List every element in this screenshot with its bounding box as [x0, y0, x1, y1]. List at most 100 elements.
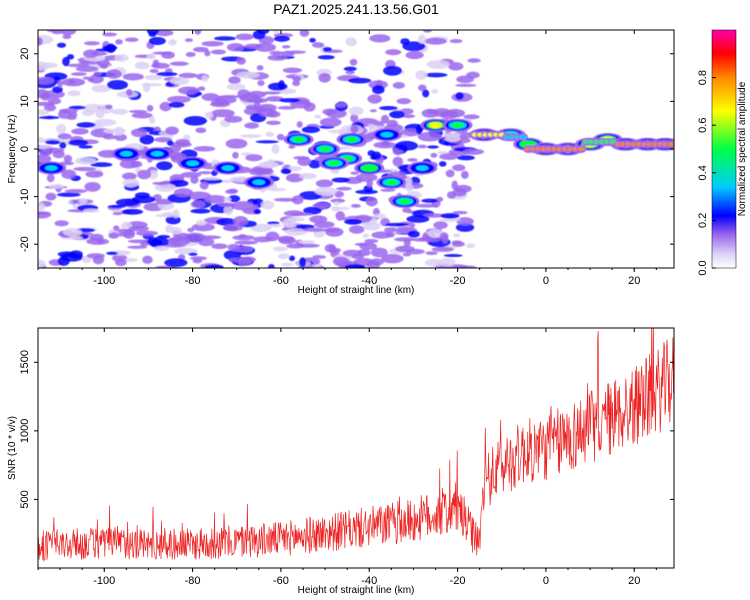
spectrogram-cell [175, 138, 190, 146]
spectrogram-cell [38, 109, 50, 116]
spectrogram-cell [81, 109, 95, 116]
spectrogram-cell [38, 61, 50, 71]
spectrogram-cell [59, 141, 67, 149]
spectrogram-cell [124, 258, 138, 263]
spectrogram-cell [94, 118, 117, 126]
spectrogram-cell [61, 169, 77, 180]
spectrogram-cell [78, 198, 88, 204]
spectrogram-cell [291, 195, 304, 205]
spectrogram-cell [278, 80, 285, 90]
spectrogram-cell [415, 124, 423, 135]
spectrogram-cell [233, 216, 249, 227]
x-tick-label: -60 [273, 575, 289, 587]
spectrogram-cell [45, 192, 57, 201]
spectrogram-cell [190, 200, 206, 209]
spectrogram-cell [38, 211, 51, 215]
spectrogram-cell [344, 264, 366, 268]
y-tick-label: 20 [19, 48, 31, 60]
spectrogram-cell [250, 223, 272, 233]
spectrogram-cell [319, 117, 342, 127]
spectrogram-cell [38, 89, 49, 99]
spectrogram-cell [299, 172, 317, 180]
spectrogram-x-axis: -100 -80 -60 -40 -20 0 20 [37, 30, 657, 287]
spectrogram-cell [122, 172, 137, 180]
spectrogram-cell [111, 209, 124, 213]
spectrogram-cell [278, 98, 301, 103]
spectrogram-cell [155, 213, 176, 218]
spectrogram-x-label: Height of straight line (km) [298, 285, 415, 296]
spectrogram-cell [62, 34, 72, 40]
spectrogram-cell [67, 90, 81, 97]
spectrogram-y-axis: -20 -10 0 10 20 [19, 48, 674, 252]
spectrogram-cell [268, 263, 275, 268]
spectrogram-cell [245, 154, 263, 162]
spectrogram-cell [273, 35, 290, 42]
spectrogram-cell [107, 204, 126, 208]
spectrogram-cell [443, 132, 461, 138]
spectrogram-cell [52, 86, 63, 94]
spectrogram-cell [122, 73, 144, 81]
spectrogram-cell [113, 225, 120, 231]
spectrogram-cell [235, 33, 254, 41]
spectrogram-cell [253, 209, 261, 215]
spectrogram-cell [255, 140, 279, 144]
spectrogram-cell [288, 145, 296, 149]
x-tick-label: -100 [93, 575, 115, 587]
spectrogram-cell [433, 221, 448, 230]
spectrogram-cell [371, 151, 382, 160]
spectrogram-cell [266, 120, 281, 125]
colorbar-gradient [711, 29, 737, 269]
spectrogram-cell [38, 37, 43, 46]
spectrogram-cell [124, 37, 139, 42]
spectrogram-cell [330, 198, 346, 203]
spectrogram-cell [87, 77, 94, 82]
spectrogram-cell [149, 116, 156, 124]
spectrogram-cell [170, 226, 183, 235]
spectrogram-cell [401, 114, 416, 119]
spectrogram-cell [56, 123, 67, 134]
spectrogram-cell [269, 50, 284, 56]
spectrogram-cell [370, 247, 388, 258]
spectrogram-cell [372, 213, 387, 219]
spectrogram-cell [190, 208, 211, 214]
spectrogram-cell [440, 213, 460, 219]
spectrogram-cell [455, 92, 464, 100]
spectrogram-cell [191, 223, 215, 232]
colorbar-tick-label: 0.8 [697, 70, 709, 85]
spectrogram-cell [369, 34, 391, 43]
spectrogram-cell [38, 202, 46, 212]
spectrogram-cell [192, 258, 203, 264]
spectrogram-ridge-cell [44, 165, 58, 171]
spectrogram-cell [349, 58, 358, 66]
spectrogram-cell [91, 84, 111, 93]
spectrogram-cell [201, 93, 220, 101]
snr-panel: -100 -80 -60 -40 -20 0 20 500 1000 1500 Height o… [7, 327, 675, 596]
spectrogram-cell [228, 76, 241, 84]
spectrogram-cell [102, 134, 116, 140]
spectrogram-cell [204, 194, 227, 204]
spectrogram-cell [105, 43, 116, 54]
spectrogram-cell [426, 145, 439, 149]
spectrogram-cell [106, 69, 122, 79]
spectrogram-cell [38, 101, 55, 106]
spectrogram-cell [205, 111, 214, 119]
spectrogram-cell [312, 42, 325, 48]
spectrogram-cell [185, 52, 196, 58]
spectrogram-cell [371, 231, 392, 239]
spectrogram-cell [106, 251, 119, 256]
spectrogram-cell [257, 80, 265, 86]
spectrogram-cell [265, 131, 275, 137]
spectrogram-cell [226, 83, 246, 91]
spectrogram-cell [405, 50, 424, 60]
spectrogram-cell [68, 105, 86, 110]
spectrogram-cell [239, 93, 261, 103]
spectrogram-cell [154, 183, 177, 192]
spectrogram-cell [299, 257, 307, 268]
spectrogram-cell [369, 109, 377, 113]
spectrogram-cell [210, 49, 227, 55]
spectrogram-cell [383, 65, 402, 76]
spectrogram-cell [440, 218, 461, 222]
spectrogram-cell [260, 200, 275, 210]
spectrogram-cell [355, 189, 379, 195]
y-tick-label: 10 [19, 95, 31, 107]
